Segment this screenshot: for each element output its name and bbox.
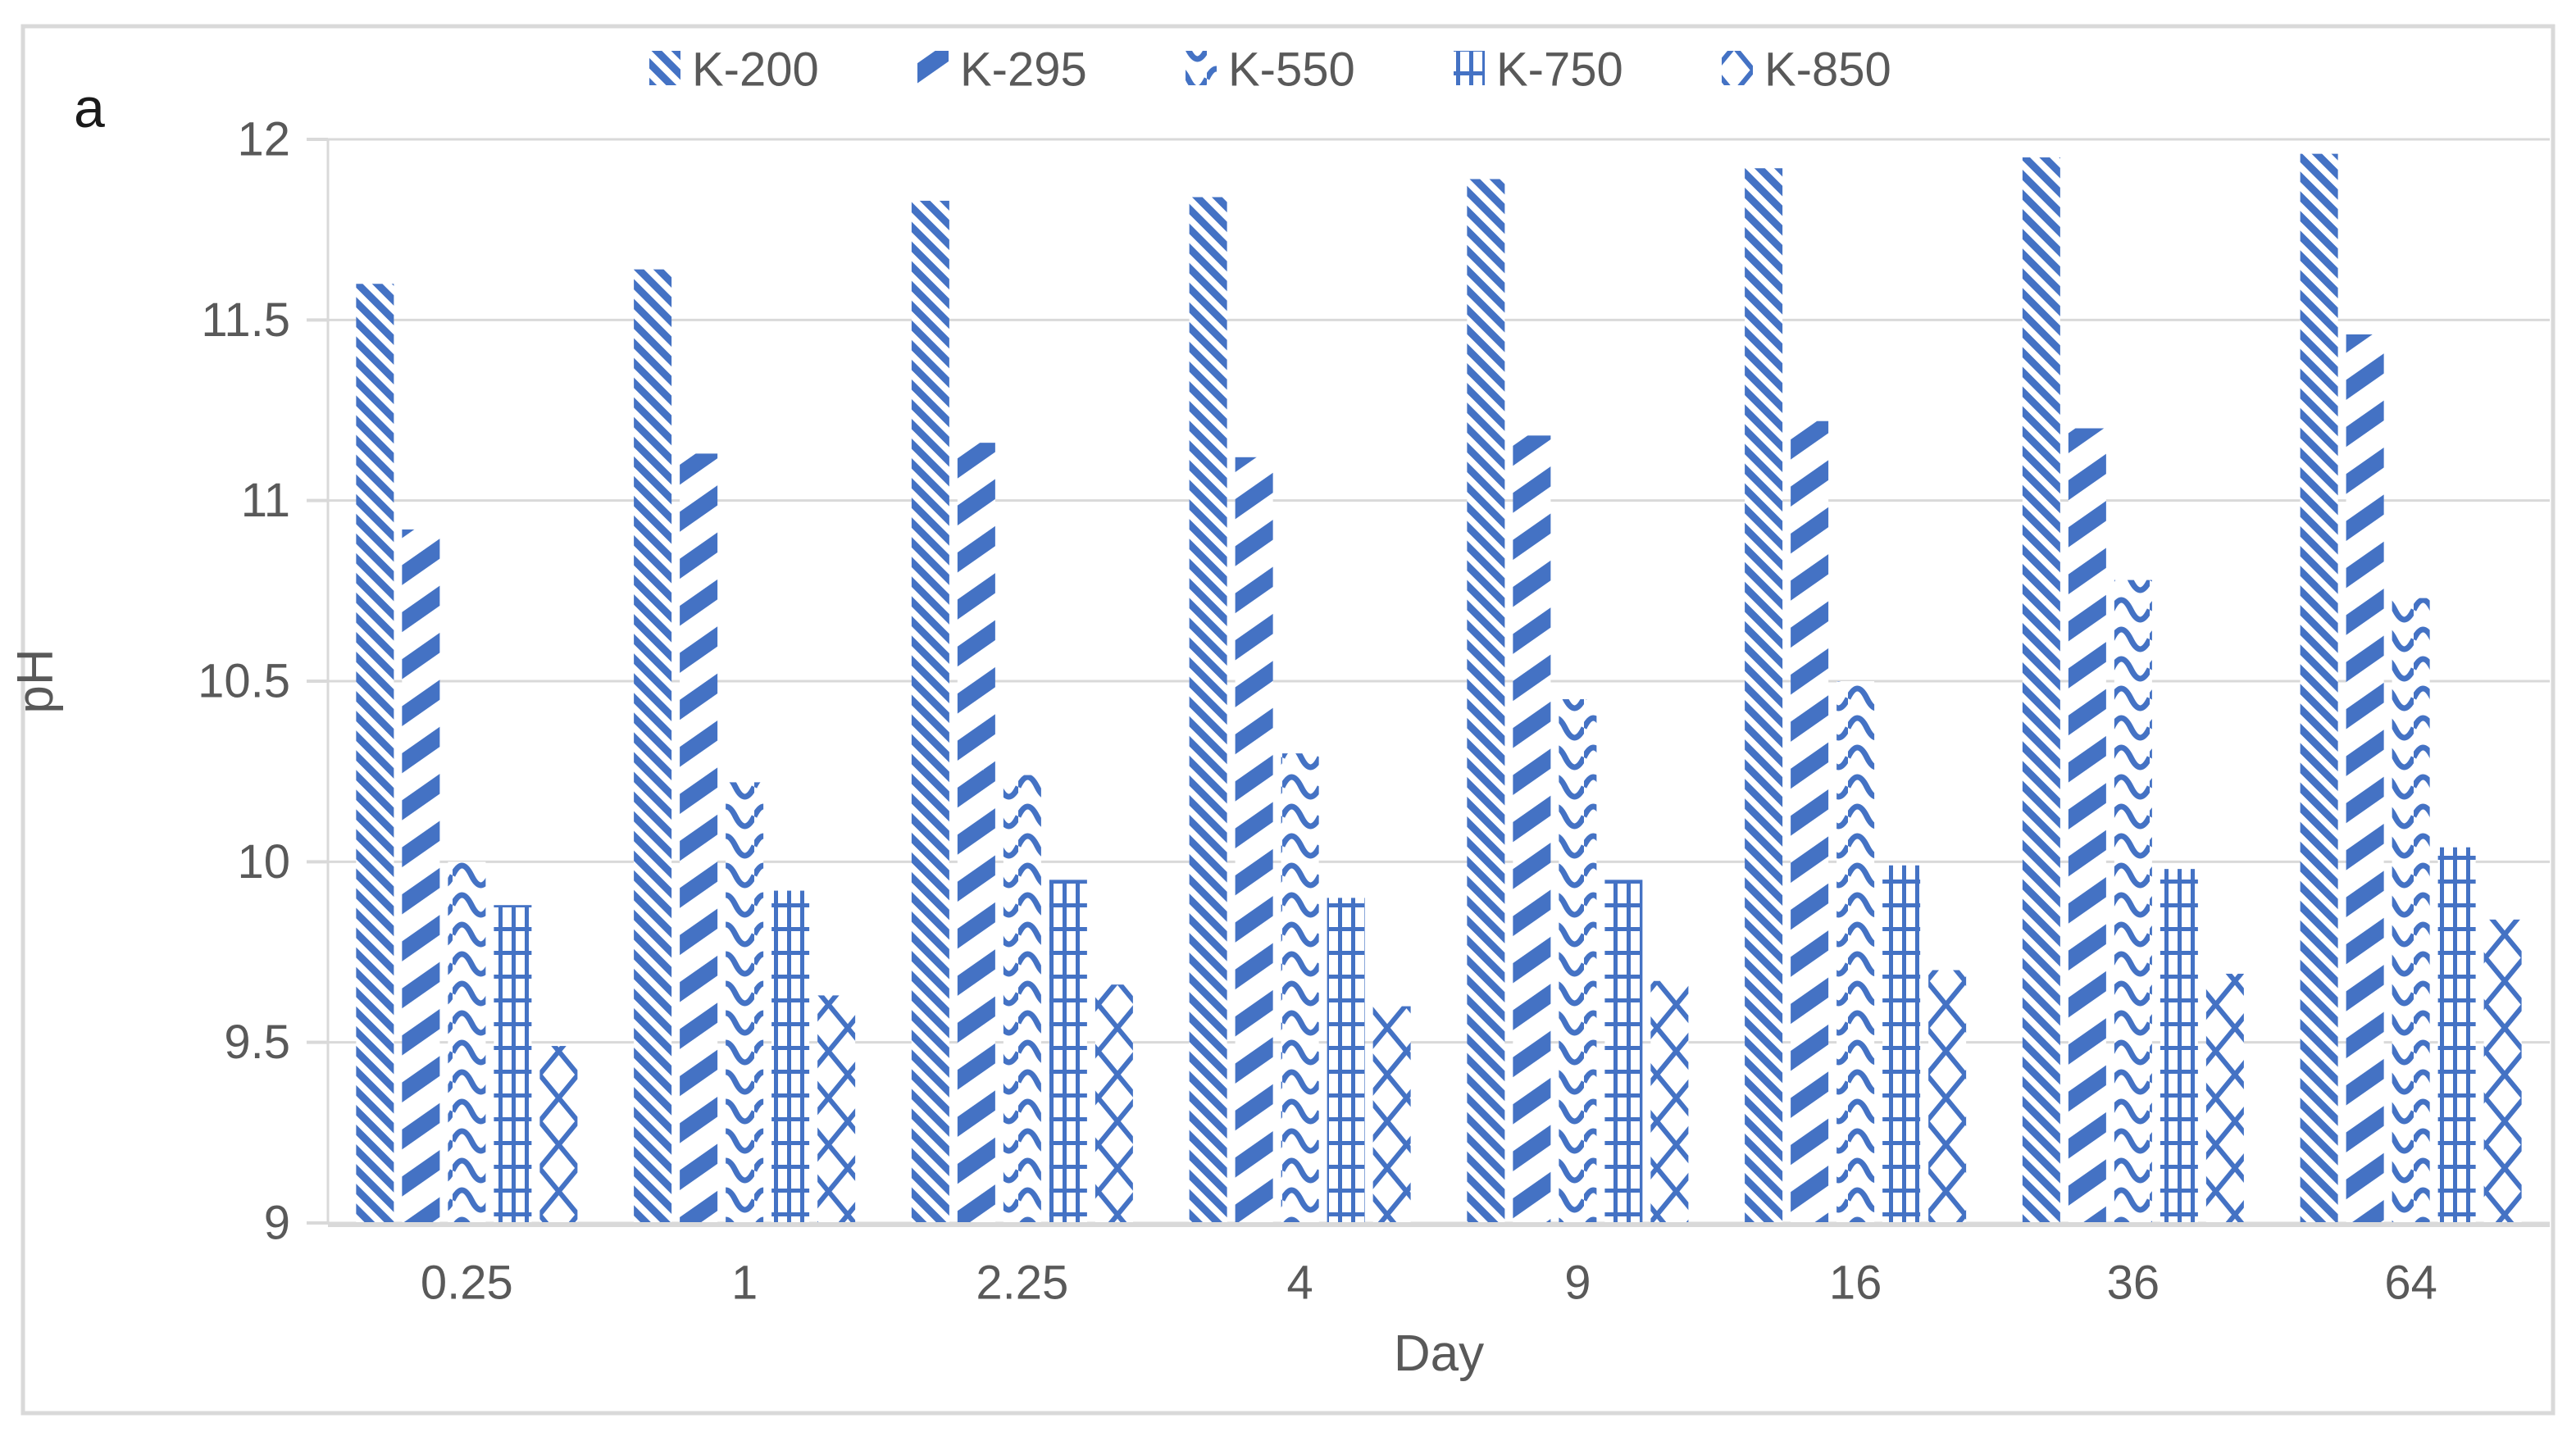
bar-K-295-day-2.25 — [957, 443, 995, 1223]
legend-marker-K-850 — [1722, 51, 1753, 85]
x-tick-label: 16 — [1829, 1257, 1882, 1310]
legend-label-K-295: K-295 — [960, 43, 1087, 97]
x-tick-label: 4 — [1286, 1257, 1313, 1310]
bar-K-295-day-36 — [2068, 428, 2106, 1223]
bar-K-295-day-64 — [2346, 334, 2384, 1224]
bar-K-200-day-64 — [2300, 153, 2338, 1223]
legend-marker-K-550 — [1186, 51, 1217, 85]
bar-K-750-day-1 — [771, 890, 810, 1223]
bar-K-750-day-16 — [1882, 865, 1921, 1223]
legend-label-K-200: K-200 — [692, 43, 819, 97]
bar-K-550-day-9 — [1559, 699, 1597, 1223]
x-tick-label: 9 — [1564, 1257, 1591, 1310]
bar-K-750-day-64 — [2437, 847, 2476, 1223]
bar-K-850-day-36 — [2205, 973, 2244, 1223]
bar-K-850-day-16 — [1928, 970, 1967, 1223]
bar-K-295-day-0.25 — [402, 529, 440, 1223]
legend-label-K-550: K-550 — [1228, 43, 1355, 97]
y-tick-label: 9.5 — [224, 1016, 290, 1069]
bar-K-850-day-9 — [1650, 980, 1689, 1223]
bar-K-550-day-1 — [726, 782, 764, 1223]
y-tick-label: 11.5 — [201, 293, 290, 347]
panel-label: a — [74, 77, 105, 139]
x-tick-label: 1 — [731, 1257, 758, 1310]
bar-K-850-day-0.25 — [539, 1046, 578, 1223]
bar-K-750-day-2.25 — [1049, 880, 1087, 1223]
bar-K-750-day-9 — [1604, 880, 1643, 1223]
y-axis-title: pH — [7, 648, 64, 713]
legend-marker-K-750 — [1454, 51, 1485, 85]
bar-K-850-day-2.25 — [1095, 984, 1133, 1223]
bar-K-750-day-4 — [1327, 898, 1365, 1223]
bar-K-550-day-16 — [1836, 681, 1875, 1223]
y-tick-label: 10.5 — [198, 655, 290, 708]
bar-K-200-day-0.25 — [356, 284, 394, 1224]
bar-K-295-day-1 — [680, 453, 718, 1223]
bar-K-550-day-36 — [2114, 580, 2152, 1223]
bar-K-200-day-4 — [1189, 197, 1227, 1223]
bar-K-850-day-1 — [817, 995, 856, 1223]
legend-marker-K-200 — [649, 51, 680, 85]
bar-K-550-day-0.25 — [448, 861, 486, 1223]
x-tick-label: 0.25 — [421, 1257, 513, 1310]
x-axis-title: Day — [1394, 1325, 1484, 1382]
bar-K-200-day-1 — [634, 269, 672, 1223]
bar-K-850-day-4 — [1372, 1006, 1411, 1223]
bar-K-750-day-0.25 — [494, 905, 532, 1223]
y-tick-label: 10 — [237, 835, 290, 889]
legend-label-K-750: K-750 — [1496, 43, 1623, 97]
legend: K-200 K-295 K-550 K-750 K-850 — [649, 43, 1891, 97]
bar-K-295-day-9 — [1513, 435, 1551, 1223]
figure-border — [20, 24, 2556, 1416]
y-tick-label: 9 — [264, 1197, 290, 1250]
bar-K-750-day-36 — [2160, 869, 2198, 1223]
y-tick-label: 11 — [241, 474, 290, 527]
x-tick-label: 36 — [2107, 1257, 2160, 1310]
bar-K-295-day-16 — [1791, 420, 1829, 1223]
bar-K-850-day-64 — [2483, 919, 2522, 1223]
bar-K-550-day-64 — [2392, 598, 2430, 1223]
bar-K-295-day-4 — [1235, 457, 1273, 1223]
bar-K-200-day-36 — [2022, 157, 2060, 1224]
axes-layer: 9 9.5 10 10.5 11 11.5 12 0.25 1 2.25 4 9 16 36 64 — [198, 113, 2550, 1310]
bar-K-200-day-16 — [1745, 168, 1783, 1224]
bar-K-200-day-9 — [1467, 179, 1505, 1223]
x-tick-label: 2.25 — [976, 1257, 1068, 1310]
x-tick-label: 64 — [2384, 1257, 2437, 1310]
bars-layer — [356, 153, 2522, 1224]
bar-K-550-day-4 — [1281, 753, 1319, 1223]
legend-marker-K-295 — [917, 51, 949, 85]
bar-K-200-day-2.25 — [911, 200, 949, 1223]
bar-K-550-day-2.25 — [1003, 775, 1041, 1223]
y-tick-label: 12 — [237, 113, 290, 166]
legend-label-K-850: K-850 — [1764, 43, 1891, 97]
